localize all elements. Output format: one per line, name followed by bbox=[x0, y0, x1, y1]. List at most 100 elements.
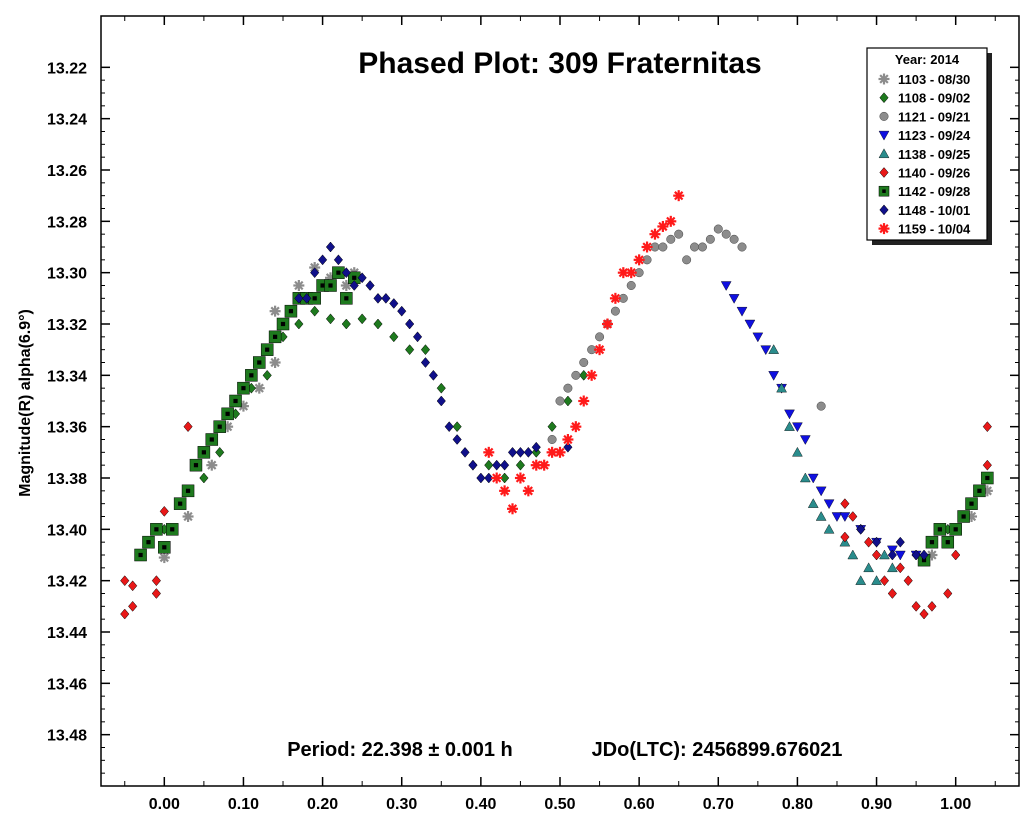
legend: Year: 2014 1103 - 08/30 1108 - 09/02 1121 … bbox=[866, 47, 992, 245]
data-point bbox=[799, 435, 811, 445]
data-point bbox=[792, 422, 803, 433]
x-tick-label: 0.90 bbox=[861, 796, 892, 813]
data-point bbox=[515, 446, 526, 458]
y-tick-label: 13.24 bbox=[47, 112, 87, 129]
data-point bbox=[579, 358, 589, 367]
data-point bbox=[260, 343, 274, 356]
data-point bbox=[665, 215, 677, 227]
data-point bbox=[690, 242, 700, 252]
data-point bbox=[657, 220, 669, 232]
legend-marker bbox=[878, 73, 890, 85]
data-point bbox=[807, 498, 819, 508]
y-tick-label: 13.42 bbox=[47, 574, 87, 591]
x-tick-label: 0.20 bbox=[307, 796, 338, 813]
y-tick-label: 13.26 bbox=[47, 163, 87, 180]
data-point bbox=[840, 531, 850, 543]
data-point bbox=[389, 298, 399, 309]
y-tick-label: 13.34 bbox=[47, 368, 87, 385]
data-point bbox=[705, 234, 715, 244]
data-point bbox=[245, 369, 258, 382]
data-point bbox=[302, 292, 312, 304]
data-point bbox=[173, 497, 187, 510]
data-point bbox=[586, 369, 598, 381]
data-point bbox=[949, 523, 962, 536]
data-point bbox=[428, 369, 438, 381]
data-point bbox=[982, 421, 992, 433]
data-point bbox=[284, 304, 298, 318]
data-point bbox=[381, 292, 391, 304]
y-axis-label: Magnitude(R) alpha(6.9°) bbox=[17, 309, 34, 497]
legend-entry: 1108 - 09/02 bbox=[898, 91, 970, 106]
data-point bbox=[792, 446, 803, 457]
data-point bbox=[294, 318, 304, 330]
data-point bbox=[768, 371, 780, 381]
series-1159 bbox=[483, 190, 685, 515]
data-point bbox=[609, 292, 621, 304]
data-point bbox=[856, 523, 866, 535]
series-1121 bbox=[547, 224, 826, 444]
y-tick-label: 13.32 bbox=[47, 317, 87, 334]
legend-entry: 1140 - 09/26 bbox=[898, 166, 970, 181]
legend-marker bbox=[879, 92, 889, 104]
data-point bbox=[768, 344, 780, 354]
data-point bbox=[570, 421, 582, 433]
data-point bbox=[215, 446, 225, 458]
data-point bbox=[205, 433, 219, 446]
data-point bbox=[943, 588, 953, 599]
data-point bbox=[951, 549, 961, 561]
data-point bbox=[199, 472, 209, 484]
data-point bbox=[641, 241, 653, 253]
data-point bbox=[864, 536, 874, 548]
series-1138 bbox=[768, 344, 898, 585]
data-point bbox=[760, 345, 772, 356]
data-point bbox=[982, 459, 992, 471]
data-point bbox=[341, 318, 351, 330]
data-point bbox=[674, 229, 684, 239]
data-point bbox=[142, 535, 155, 549]
data-point bbox=[483, 446, 495, 458]
data-point bbox=[237, 381, 250, 395]
data-point bbox=[927, 600, 937, 612]
data-point bbox=[546, 446, 558, 458]
data-point bbox=[925, 535, 939, 549]
x-tick-label: 0.30 bbox=[386, 796, 417, 813]
data-point bbox=[863, 562, 874, 573]
x-axis: 0.00 0.10 0.20 0.30 0.40 0.50 0.60 0.70 0.80 0.90… bbox=[124, 16, 996, 813]
data-point bbox=[325, 241, 336, 253]
data-point bbox=[514, 472, 526, 484]
data-point bbox=[206, 459, 218, 471]
y-axis: 13.22 13.24 13.26 13.28 13.30 13.32 13.34 13.36… bbox=[47, 60, 1019, 774]
data-point bbox=[840, 498, 850, 510]
data-point bbox=[412, 331, 423, 343]
data-points bbox=[120, 190, 994, 620]
data-point bbox=[633, 254, 645, 266]
data-point bbox=[839, 512, 851, 522]
data-point bbox=[181, 484, 195, 498]
data-point bbox=[522, 485, 534, 497]
data-point bbox=[649, 228, 661, 240]
data-point bbox=[151, 588, 161, 599]
legend-entry: 1103 - 08/30 bbox=[898, 72, 970, 87]
data-point bbox=[349, 280, 359, 291]
data-point bbox=[333, 254, 343, 266]
data-point bbox=[276, 317, 290, 331]
data-point bbox=[269, 357, 281, 368]
data-point bbox=[158, 541, 171, 554]
data-point bbox=[784, 421, 795, 431]
data-point bbox=[197, 446, 211, 459]
y-tick-label: 13.30 bbox=[47, 266, 87, 283]
data-point bbox=[594, 344, 606, 356]
data-point bbox=[500, 459, 510, 471]
data-point bbox=[128, 580, 138, 592]
x-tick-label: 0.10 bbox=[228, 796, 259, 813]
x-tick-label: 0.40 bbox=[465, 796, 496, 813]
legend-marker bbox=[878, 185, 890, 197]
data-point bbox=[452, 421, 462, 433]
data-point bbox=[752, 332, 764, 343]
data-point bbox=[405, 318, 415, 330]
data-point bbox=[262, 369, 272, 381]
data-point bbox=[229, 394, 242, 408]
data-point bbox=[562, 434, 574, 445]
x-tick-label: 0.60 bbox=[624, 796, 655, 813]
